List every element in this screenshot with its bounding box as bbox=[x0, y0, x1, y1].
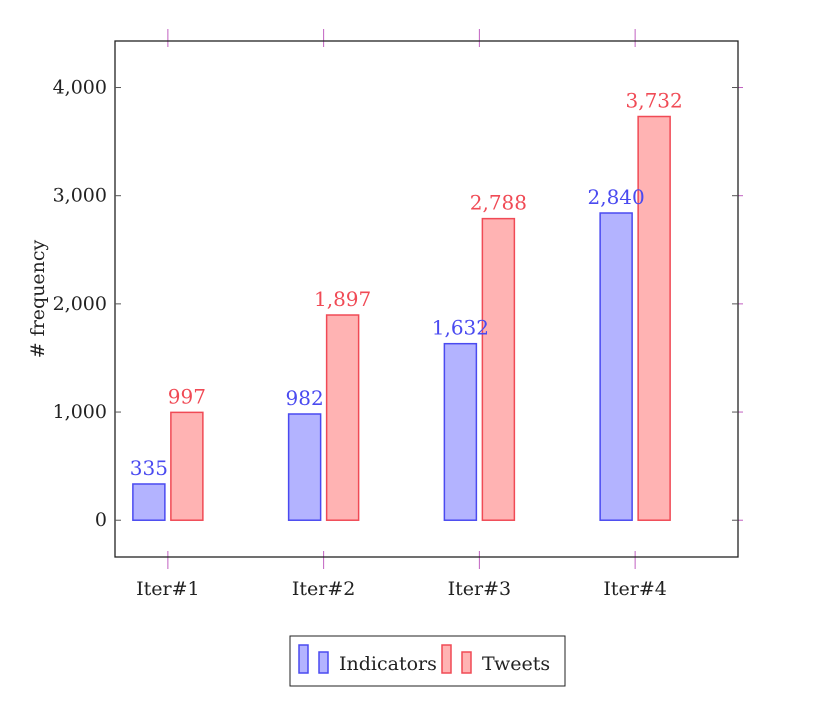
legend-label: Indicators bbox=[339, 653, 437, 675]
x-tick-label: Iter#4 bbox=[603, 578, 666, 600]
data-label-indicators: 335 bbox=[130, 456, 168, 480]
data-label-tweets: 997 bbox=[168, 384, 206, 408]
y-tick-label: 2,000 bbox=[53, 293, 107, 315]
data-label-tweets: 1,897 bbox=[314, 287, 371, 311]
data-label-tweets: 3,732 bbox=[625, 89, 682, 113]
legend-swatch bbox=[461, 651, 472, 674]
y-tick-label: 3,000 bbox=[53, 185, 107, 207]
data-label-indicators: 982 bbox=[286, 386, 324, 410]
tick-marks bbox=[167, 29, 743, 569]
y-tick-label: 0 bbox=[95, 509, 107, 531]
bar-indicators-2 bbox=[287, 413, 322, 521]
legend-swatch bbox=[298, 644, 309, 674]
legend-item-indicators: Indicators bbox=[298, 644, 437, 675]
bar-indicators-3 bbox=[443, 342, 478, 521]
legend-label: Tweets bbox=[482, 653, 550, 675]
x-tick-label: Iter#2 bbox=[292, 578, 355, 600]
bar-tweets-4 bbox=[637, 115, 671, 521]
legend: Indicators Tweets bbox=[289, 635, 566, 687]
legend-item-tweets: Tweets bbox=[441, 644, 550, 675]
plot-frame bbox=[114, 40, 739, 558]
y-tick-label: 4,000 bbox=[53, 77, 107, 99]
x-tick-label: Iter#3 bbox=[448, 578, 511, 600]
bar-tweets-1 bbox=[170, 411, 204, 521]
bar-indicators-4 bbox=[599, 212, 633, 521]
x-tick-label: Iter#1 bbox=[136, 578, 199, 600]
legend-swatch bbox=[318, 651, 329, 674]
bar-indicators-1 bbox=[132, 483, 166, 521]
legend-swatch bbox=[441, 644, 452, 674]
data-labels: 335 982 1,632 2,840 997 1,897 2,788 3,732 bbox=[130, 89, 683, 480]
y-axis-title: # frequency bbox=[27, 239, 49, 358]
x-axis: Iter#1 Iter#2 Iter#3 Iter#4 bbox=[136, 578, 667, 600]
data-label-indicators: 1,632 bbox=[432, 316, 489, 340]
bars bbox=[132, 115, 671, 521]
bar-tweets-3 bbox=[481, 217, 516, 521]
data-label-indicators: 2,840 bbox=[587, 185, 644, 209]
data-label-tweets: 2,788 bbox=[470, 191, 527, 215]
y-axis: 0 1,000 2,000 3,000 4,000 bbox=[53, 77, 738, 531]
bar-tweets-2 bbox=[325, 314, 360, 521]
y-tick-label: 1,000 bbox=[53, 401, 107, 423]
legend-box bbox=[289, 635, 566, 687]
